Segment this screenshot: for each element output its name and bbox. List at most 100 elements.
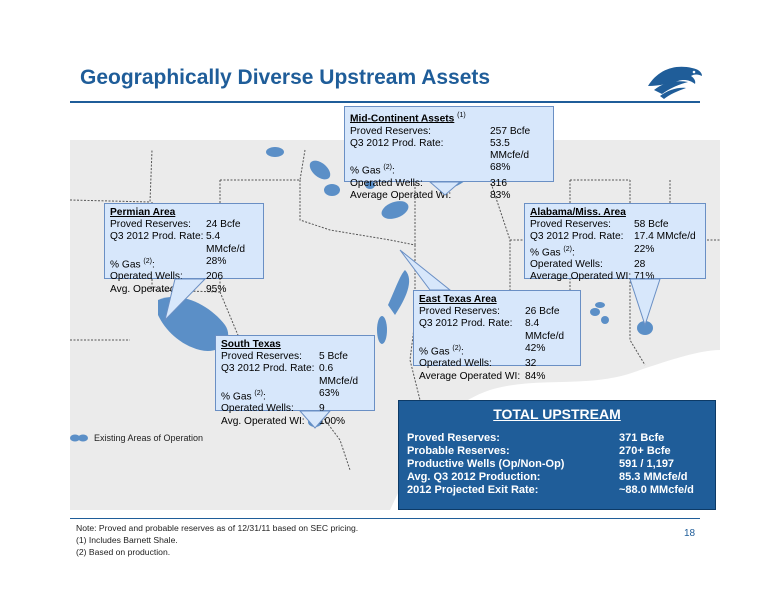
south-texas-pointer: [298, 410, 332, 429]
row-value: 63%: [319, 387, 340, 399]
footnotes: Note: Proved and probable reserves as of…: [76, 522, 358, 558]
row-label: Q3 2012 Prod. Rate:: [530, 231, 624, 243]
row-label: % Gas: [419, 346, 450, 358]
row-value: 28%: [206, 255, 227, 267]
row-label: Operated Wells:: [419, 358, 492, 370]
footnote-ref: (2): [563, 245, 572, 253]
alabama-callout: Alabama/Miss. Area Proved Reserves: 58 Bc…: [524, 203, 706, 282]
footnote-ref: (2): [383, 164, 392, 172]
row-value: 32: [525, 358, 537, 370]
row-label: Proved Reserves:: [530, 219, 611, 231]
row-label: Q3 2012 Prod. Rate:: [221, 363, 315, 375]
footnote: (1) Includes Barnett Shale.: [76, 535, 178, 545]
row-value: 84%: [525, 370, 546, 382]
footnote-ref: (1): [457, 112, 466, 119]
operation-area-swatch-icon: [70, 434, 88, 442]
footnote-ref: (2): [143, 257, 152, 265]
row-value: 42%: [525, 342, 546, 354]
row-value: 9: [319, 403, 325, 415]
footnote-ref: (2): [452, 344, 461, 352]
permian-title: Permian Area: [110, 207, 176, 218]
row-value: 316: [490, 177, 507, 189]
eagle-logo-icon: [648, 66, 702, 99]
row-label: Avg. Operated WI:: [221, 415, 305, 427]
legend-label: Existing Areas of Operation: [94, 433, 204, 443]
row-label: % Gas: [221, 391, 252, 403]
east-texas-callout: East Texas Area Proved Reserves: 26 Bcfe …: [413, 290, 581, 382]
row-label: % Gas: [350, 165, 381, 177]
row-label-colon: :: [151, 259, 155, 271]
row-label: % Gas: [110, 259, 141, 271]
row-label: Operated Wells:: [530, 259, 603, 271]
total-row-label: Probable Reserves:: [407, 445, 510, 457]
row-label: Proved Reserves:: [221, 351, 302, 363]
mid-continent-title: Mid-Continent Assets: [350, 113, 455, 125]
page-title: Geographically Diverse Upstream Assets: [80, 66, 491, 89]
row-label: Average Operated WI:: [419, 370, 521, 382]
row-label: Average Operated WI:: [530, 271, 632, 283]
row-label: Avg. Operated WI:: [110, 283, 194, 295]
row-value: 53.5 MMcfe/d: [490, 137, 530, 161]
total-row-value: 270+ Bcfe: [619, 445, 671, 457]
row-value: 24 Bcfe: [206, 219, 241, 231]
total-upstream-title: TOTAL UPSTREAM: [493, 406, 621, 422]
total-row-label: Avg. Q3 2012 Production:: [407, 471, 541, 483]
row-label-colon: :: [571, 247, 575, 258]
mid-continent-callout: Mid-Continent Assets (1) Proved Reserves…: [344, 106, 554, 201]
footnote-ref: (2): [254, 389, 263, 397]
row-label: Operated Wells:: [221, 403, 294, 415]
footnote: (2) Based on production.: [76, 547, 171, 557]
footer-divider: [70, 518, 700, 519]
row-label: % Gas: [530, 247, 561, 258]
row-label: Operated Wells:: [110, 271, 183, 283]
row-value: 5 Bcfe: [319, 351, 348, 363]
row-value: 8.4 MMcfe/d: [525, 318, 565, 342]
row-value: 58 Bcfe: [634, 219, 669, 231]
row-value: 95%: [206, 283, 227, 295]
row-value: 100%: [319, 415, 346, 427]
total-row-value: 371 Bcfe: [619, 432, 665, 444]
row-label: Proved Reserves:: [110, 219, 191, 231]
row-label: Q3 2012 Prod. Rate:: [110, 231, 204, 243]
total-row-value: 85.3 MMcfe/d: [619, 471, 688, 483]
row-value: 257 Bcfe: [490, 125, 531, 137]
total-row-value: 591 / 1,197: [619, 458, 675, 470]
row-label: Q3 2012 Prod. Rate:: [350, 137, 444, 149]
total-row-label: 2012 Projected Exit Rate:: [407, 484, 539, 496]
row-value: 206: [206, 271, 223, 283]
alabama-title: Alabama/Miss. Area: [530, 207, 626, 218]
total-row-label: Productive Wells (Op/Non-Op): [407, 458, 565, 470]
row-label: Proved Reserves:: [350, 125, 431, 137]
row-label-colon: :: [460, 346, 464, 358]
total-upstream-box: TOTAL UPSTREAM Proved Reserves: 371 Bcfe …: [398, 400, 716, 510]
total-row-value: ~88.0 MMcfe/d: [619, 484, 694, 496]
row-value: 28: [634, 259, 646, 271]
row-value: 22%: [634, 243, 655, 255]
row-label: Average Operated WI:: [350, 190, 452, 201]
row-value: 17.4 MMcfe/d: [634, 231, 696, 243]
row-value: 68%: [490, 162, 511, 174]
row-label-colon: :: [262, 391, 266, 403]
alabama-pointer: [629, 278, 661, 327]
row-value: 5.4 MMcfe/d: [206, 231, 246, 255]
south-texas-title: South Texas: [221, 339, 281, 350]
total-row-label: Proved Reserves:: [407, 432, 500, 444]
east-texas-title: East Texas Area: [419, 294, 497, 305]
permian-callout: Permian Area Proved Reserves: 24 Bcfe Q3 …: [104, 203, 264, 295]
page-number: 18: [684, 528, 696, 539]
mid-continent-pointer: [428, 181, 462, 196]
footnote: Note: Proved and probable reserves as of…: [76, 523, 359, 533]
row-value: 0.6 MMcfe/d: [319, 363, 359, 387]
row-value: 83%: [490, 190, 511, 201]
row-label: Q3 2012 Prod. Rate:: [419, 318, 513, 330]
east-texas-pointer: [399, 249, 452, 291]
row-value: 71%: [634, 271, 655, 283]
south-texas-callout: South Texas Proved Reserves: 5 Bcfe Q3 20…: [215, 335, 375, 427]
permian-pointer: [164, 278, 207, 322]
row-label: Operated Wells:: [350, 177, 423, 189]
row-label-colon: :: [391, 165, 395, 177]
row-value: 26 Bcfe: [525, 306, 560, 318]
row-label: Proved Reserves:: [419, 306, 500, 318]
map-legend: Existing Areas of Operation: [70, 433, 203, 443]
